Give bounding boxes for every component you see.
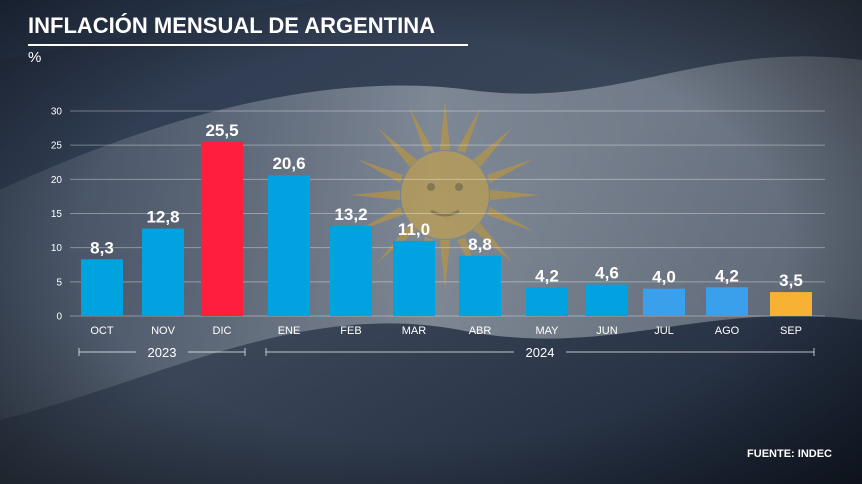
year-groups: 2023 2024	[78, 345, 815, 360]
category-label: SEP	[780, 325, 802, 337]
year-label: 2024	[526, 345, 555, 360]
category-label: MAY	[535, 325, 559, 337]
chart-title: INFLACIÓN MENSUAL DE ARGENTINA	[28, 13, 435, 38]
category-label: ENE	[278, 325, 301, 337]
bar-dic	[201, 141, 243, 316]
value-label: 11,0	[398, 220, 430, 239]
gridlines	[70, 110, 825, 317]
value-labels: 8,3 12,8 25,5 20,6 13,2 11,0 8,8 4,2 4,6 4,0 4,2 3,…	[90, 121, 803, 290]
value-label: 4,6	[595, 264, 619, 283]
bar-mar	[393, 240, 435, 316]
title-underline	[28, 44, 468, 46]
bar-may	[526, 287, 568, 316]
category-labels: OCT NOV DIC ENE FEB MAR ABR MAY JUN JUL AGO SEP	[90, 325, 802, 337]
category-label: JUN	[596, 325, 617, 337]
category-label: NOV	[151, 325, 176, 337]
bar-oct	[81, 259, 123, 316]
category-label: AGO	[715, 325, 740, 337]
category-label: MAR	[402, 325, 427, 337]
bar-jul	[643, 288, 685, 316]
bar-feb	[330, 225, 372, 316]
y-tick-label: 20	[51, 175, 63, 186]
value-label: 12,8	[146, 208, 179, 227]
value-label: 3,5	[779, 271, 803, 290]
category-label: ABR	[469, 325, 492, 337]
category-label: FEB	[340, 325, 361, 337]
value-label: 4,0	[652, 268, 676, 287]
y-tick-label: 25	[51, 141, 63, 152]
y-tick-label: 30	[51, 107, 63, 118]
year-label: 2023	[148, 345, 177, 360]
bar-abr	[459, 255, 501, 316]
value-label: 4,2	[715, 266, 739, 285]
value-label: 8,8	[468, 235, 492, 254]
value-label: 13,2	[334, 205, 367, 224]
bar-nov	[142, 228, 184, 316]
y-tick-label: 5	[56, 277, 62, 288]
bar-jun	[586, 284, 628, 316]
value-label: 25,5	[205, 121, 238, 140]
value-label: 4,2	[535, 266, 559, 285]
y-axis-ticks: 0 5 10 15 20 25 30	[51, 107, 63, 323]
category-label: JUL	[654, 325, 674, 337]
value-label: 8,3	[90, 238, 114, 257]
y-tick-label: 10	[51, 243, 63, 254]
y-tick-label: 15	[51, 209, 63, 220]
bar-sep	[770, 292, 812, 316]
bar-ene	[268, 175, 310, 316]
source-note: FUENTE: INDEC	[747, 448, 832, 460]
bars	[81, 141, 812, 316]
value-label: 20,6	[272, 154, 305, 173]
category-label: OCT	[90, 325, 114, 337]
category-label: DIC	[213, 325, 232, 337]
unit-label: %	[28, 49, 42, 66]
bar-ago	[706, 287, 748, 316]
y-tick-label: 0	[56, 312, 62, 323]
